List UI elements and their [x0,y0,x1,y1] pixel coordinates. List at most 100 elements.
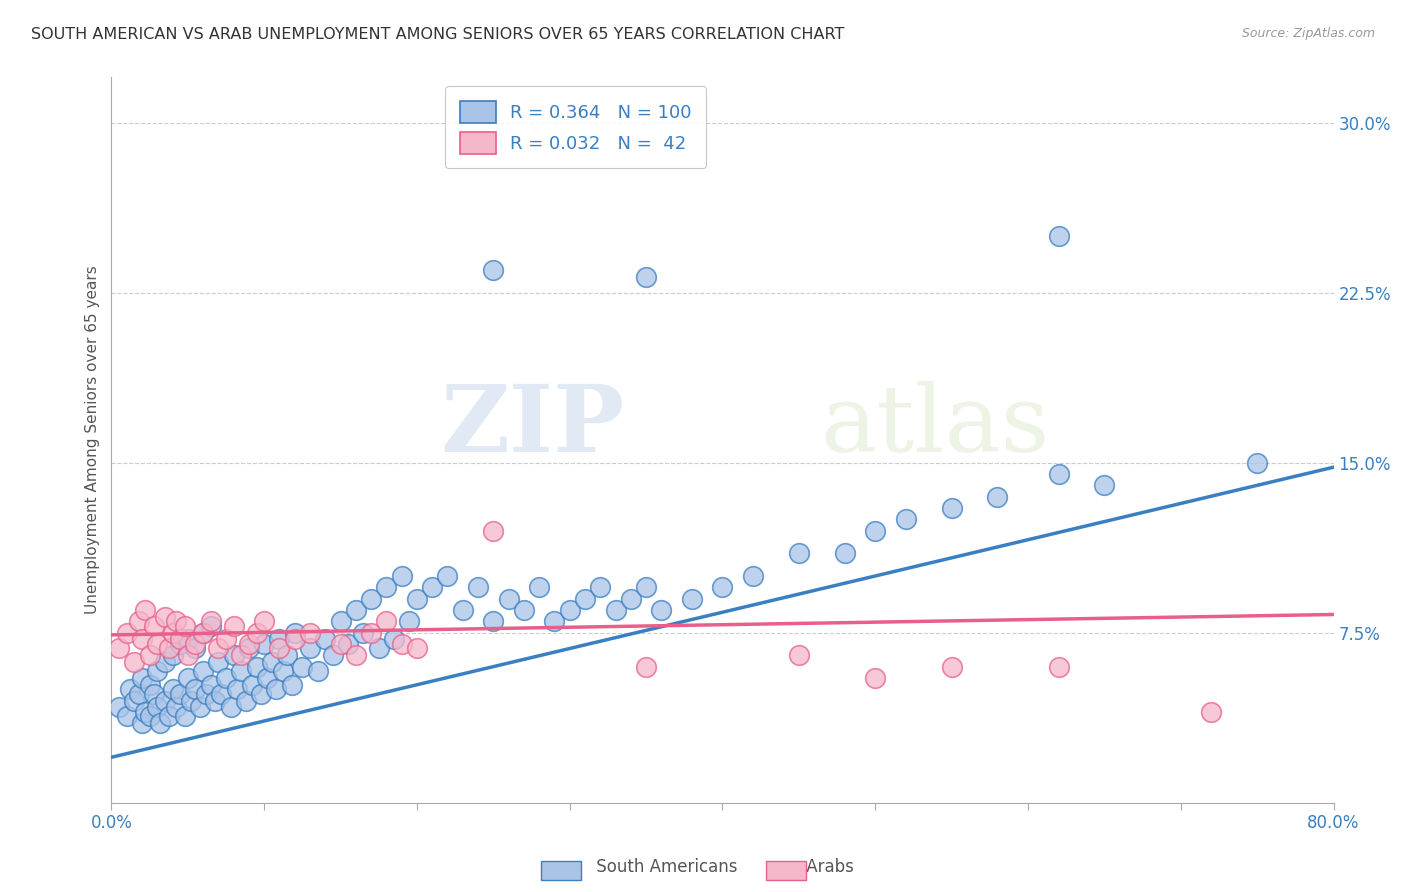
Point [260,655,283,669]
Point [451,603,474,617]
Point [200,619,222,633]
Point [238,637,260,651]
Point [177,648,200,663]
Point [276,648,298,663]
Point [513,603,536,617]
Point [169,687,191,701]
Point [391,569,413,583]
Point [344,603,367,617]
Point [436,569,458,583]
Point [482,524,505,538]
Point [337,637,360,651]
Point [834,546,856,560]
Point [420,580,443,594]
Point [1201,705,1223,719]
Point [605,603,627,617]
Point [225,682,247,697]
Point [138,648,160,663]
Point [406,641,429,656]
Point [375,580,398,594]
Point [184,637,207,651]
Point [589,580,612,594]
Point [215,632,238,647]
Point [177,671,200,685]
Point [231,648,253,663]
Point [165,615,187,629]
Point [222,648,245,663]
Point [1246,456,1268,470]
Point [238,641,260,656]
Point [1092,478,1115,492]
Point [108,641,131,656]
Point [650,603,672,617]
Point [124,655,146,669]
Point [191,664,214,678]
Point [169,632,191,647]
Point [128,615,150,629]
Point [787,648,810,663]
Point [271,664,294,678]
Point [124,693,146,707]
Point [863,524,886,538]
Point [138,678,160,692]
Point [108,700,131,714]
Point [219,700,242,714]
Point [209,687,232,701]
Point [986,490,1008,504]
Point [1047,467,1070,481]
Point [250,687,273,701]
Text: South Americans: South Americans [591,858,737,876]
Point [204,693,226,707]
Point [138,709,160,723]
Point [159,709,181,723]
Point [115,709,138,723]
Point [314,632,336,647]
Point [143,619,166,633]
Legend: R = 0.364   N = 100, R = 0.032   N =  42: R = 0.364 N = 100, R = 0.032 N = 42 [446,87,706,169]
Point [165,700,187,714]
Point [146,700,169,714]
Point [941,659,963,673]
Point [863,671,886,685]
Point [894,512,917,526]
Point [143,687,166,701]
Point [253,637,276,651]
Point [1047,229,1070,244]
Text: SOUTH AMERICAN VS ARAB UNEMPLOYMENT AMONG SENIORS OVER 65 YEARS CORRELATION CHAR: SOUTH AMERICAN VS ARAB UNEMPLOYMENT AMON… [31,27,845,42]
Point [134,603,156,617]
Point [527,580,550,594]
Point [162,682,184,697]
Point [159,641,181,656]
Point [482,615,505,629]
Point [636,580,658,594]
Point [398,615,420,629]
Point [149,716,172,731]
Point [574,591,596,606]
Point [162,648,184,663]
Point [191,625,214,640]
Point [253,615,276,629]
Point [245,659,267,673]
Point [200,678,222,692]
Point [636,659,658,673]
Text: Source: ZipAtlas.com: Source: ZipAtlas.com [1241,27,1375,40]
Point [131,716,153,731]
Point [162,625,184,640]
Point [128,687,150,701]
Point [543,615,565,629]
Point [184,682,207,697]
Point [118,682,141,697]
Text: atlas: atlas [820,381,1049,470]
Point [266,682,288,697]
Point [184,641,207,656]
Point [235,693,257,707]
Point [1047,659,1070,673]
Point [231,664,253,678]
Point [191,625,214,640]
Point [215,671,238,685]
Point [222,619,245,633]
Point [711,580,734,594]
Point [329,615,352,629]
Point [742,569,765,583]
Point [636,269,658,284]
